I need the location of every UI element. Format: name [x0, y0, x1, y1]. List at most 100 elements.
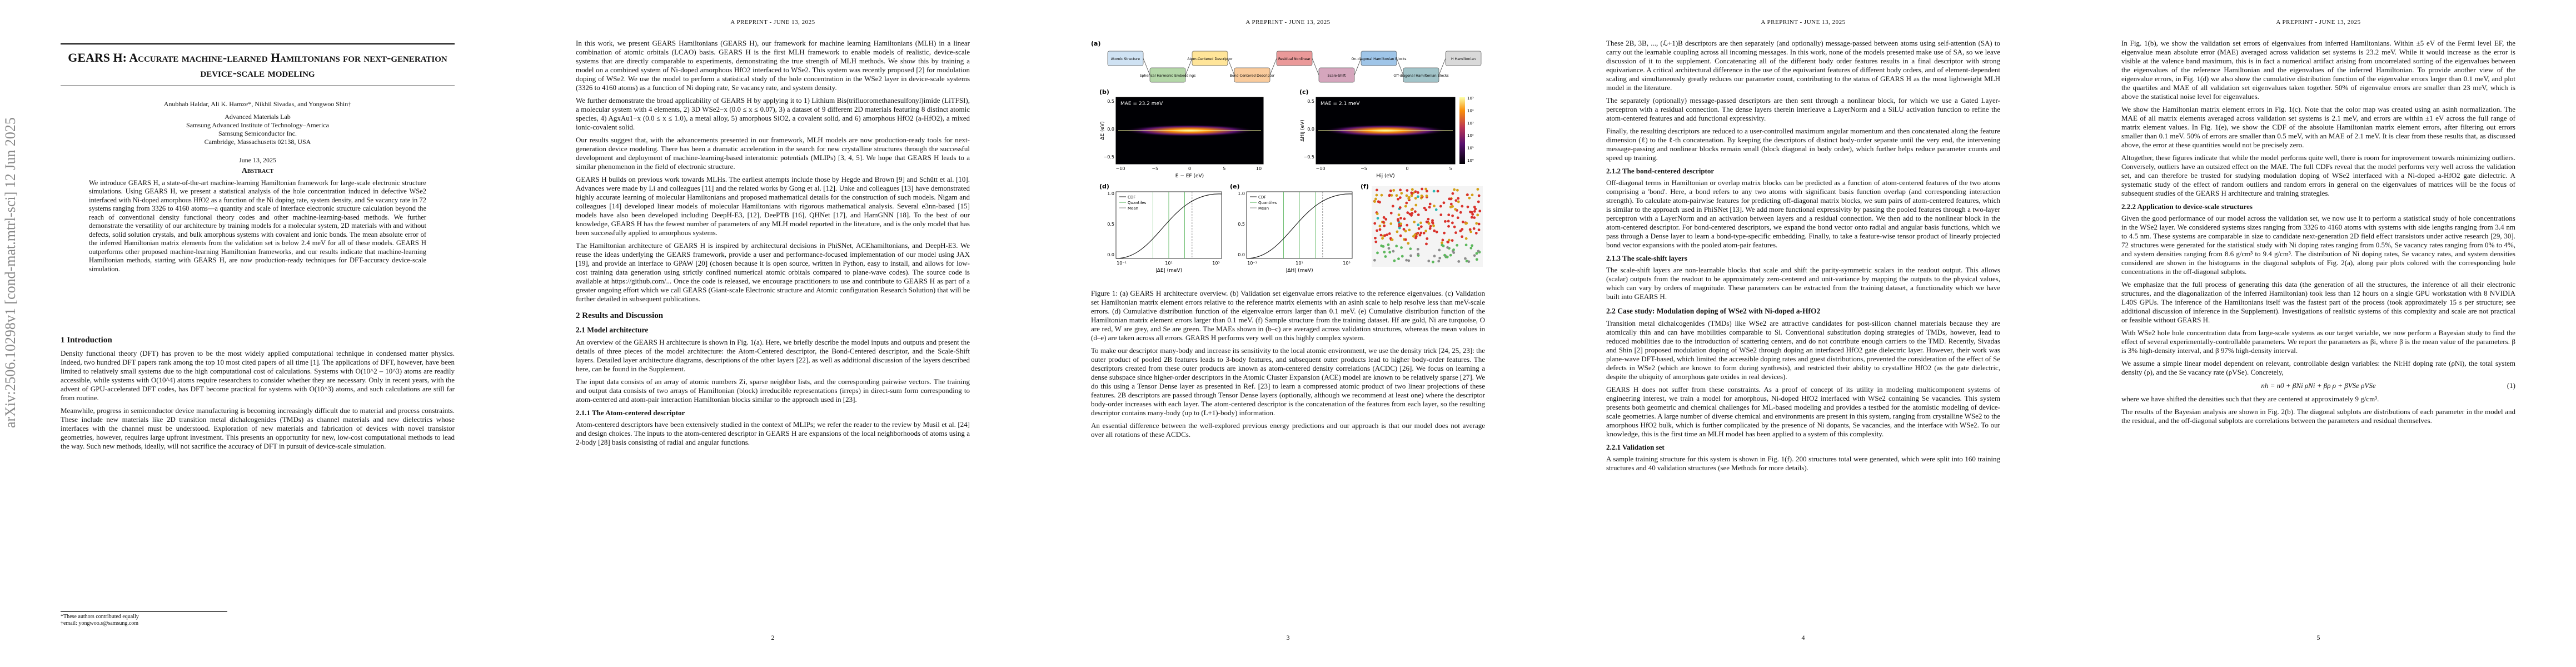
atom — [1428, 227, 1432, 230]
atom — [1411, 188, 1414, 191]
atom — [1406, 211, 1409, 215]
atom — [1461, 228, 1464, 231]
atom — [1399, 222, 1403, 226]
atom — [1453, 188, 1456, 191]
atom — [1465, 260, 1468, 263]
atom — [1380, 193, 1383, 197]
atom — [1410, 191, 1413, 195]
atom — [1449, 202, 1453, 206]
atom — [1439, 213, 1443, 216]
atom — [1452, 248, 1455, 251]
paragraph: A sample training structure for this sys… — [1606, 455, 2000, 472]
atom — [1386, 233, 1389, 236]
atom — [1443, 253, 1446, 257]
abstract-text: We introduce GEARS H, a state-of-the-art… — [89, 178, 426, 273]
atom — [1477, 200, 1480, 203]
colorbar-tick: 10⁰ — [1467, 158, 1474, 163]
x-tick-label: 10³ — [1212, 261, 1219, 266]
x-axis-label: |ΔH| (meV) — [1285, 268, 1313, 273]
colorbar-tick: 10⁵ — [1467, 96, 1474, 101]
atom — [1408, 228, 1411, 232]
date: June 13, 2025 — [239, 156, 276, 164]
atom — [1382, 245, 1385, 248]
atom — [1405, 201, 1408, 205]
atom — [1405, 258, 1408, 262]
atom — [1431, 221, 1434, 224]
atom — [1471, 244, 1474, 247]
abstract-heading: Abstract — [241, 167, 274, 175]
atom — [1459, 230, 1462, 232]
atom — [1448, 197, 1451, 201]
atom — [1427, 260, 1431, 262]
atom — [1395, 245, 1398, 248]
footnote: †email: yongwoo.s@samsung.com — [61, 620, 139, 626]
pipeline-arrow — [1143, 58, 1150, 76]
atom — [1441, 243, 1444, 247]
atom — [1447, 225, 1450, 228]
atom — [1469, 246, 1473, 250]
atom — [1449, 253, 1452, 257]
atom — [1398, 226, 1401, 230]
atom — [1464, 243, 1468, 247]
atom — [1414, 203, 1418, 207]
atom — [1395, 194, 1398, 197]
atom — [1477, 222, 1481, 226]
pipeline-arrow — [1438, 58, 1446, 76]
atom — [1393, 259, 1396, 262]
equation-body: nh = n0 + βNi ρNi + βρ ρ + βVSe ρVSe — [2261, 381, 2376, 390]
atom — [1382, 216, 1386, 219]
atom — [1389, 189, 1392, 192]
atom — [1466, 205, 1469, 208]
panel-label: (f) — [1361, 183, 1369, 190]
atom — [1404, 230, 1407, 233]
atom — [1417, 213, 1420, 216]
atom — [1390, 194, 1393, 197]
atom — [1442, 201, 1446, 205]
page-body: In Fig. 1(b), we show the validation set… — [2121, 39, 2515, 625]
atom — [1433, 255, 1436, 258]
atom — [1432, 260, 1434, 263]
y-axis-label: ΔHij (eV) — [1300, 120, 1306, 142]
atom — [1407, 242, 1410, 245]
paragraph: We assume a simple linear model dependen… — [2121, 359, 2515, 376]
pipeline-label: Off-diagonal Hamiltonian Blocks — [1393, 74, 1448, 78]
atom — [1376, 217, 1379, 220]
x-axis-label: E − EF (eV) — [1175, 173, 1204, 179]
running-header: A PREPRINT - JUNE 13, 2025 — [1761, 19, 1846, 26]
atom — [1412, 235, 1415, 238]
paragraph: To make our descriptor many-body and inc… — [1091, 346, 1485, 417]
atom — [1416, 191, 1419, 194]
atom — [1426, 190, 1428, 193]
paragraph: Altogether, these figures indicate that … — [2121, 153, 2515, 197]
atom — [1388, 232, 1391, 235]
atom — [1475, 258, 1478, 261]
colorbar — [1459, 97, 1465, 164]
atom — [1461, 205, 1464, 208]
page: A PREPRINT - JUNE 13, 2025 These 2B, 3B,… — [1546, 0, 2061, 667]
atom — [1441, 238, 1444, 242]
atom — [1452, 251, 1456, 254]
atom — [1375, 193, 1378, 197]
paragraph: Atom-centered descriptors have been exte… — [576, 420, 970, 446]
x-tick-label: 0 — [1188, 166, 1191, 171]
atom — [1438, 248, 1441, 252]
panel-label: (c) — [1299, 88, 1309, 96]
paragraph: The scale-shift layers are non-learnable… — [1606, 266, 2000, 301]
atom — [1392, 189, 1396, 192]
atom — [1398, 196, 1402, 199]
atom — [1413, 220, 1416, 223]
atom — [1429, 225, 1432, 228]
atom — [1376, 188, 1378, 192]
atom — [1376, 229, 1378, 232]
atom — [1469, 230, 1472, 233]
author-block: Anubhab Haldar, Ali K. Hamze*, Nikhil Si… — [61, 100, 455, 165]
y-tick-label: 0.5 — [1307, 99, 1314, 104]
page-number: 2 — [771, 634, 775, 641]
x-tick-label: −5 — [1152, 166, 1158, 171]
cdf-curve — [1115, 193, 1222, 259]
atom — [1473, 216, 1476, 220]
atom — [1459, 211, 1462, 214]
pipeline-arrow — [1227, 58, 1235, 76]
page-number: 4 — [1801, 634, 1805, 641]
